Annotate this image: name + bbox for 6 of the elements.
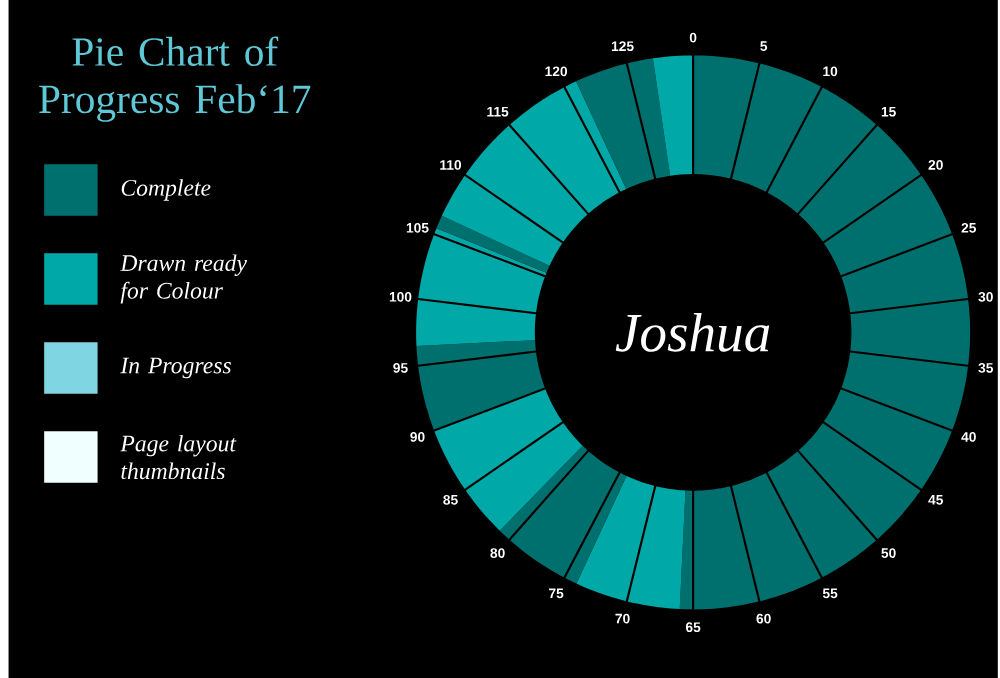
legend-label: Drawn ready for Colour bbox=[120, 254, 247, 304]
legend-label: Page layout thumbnails bbox=[120, 434, 237, 479]
chart-title: Pie Chart of Progress Feb‘17 bbox=[39, 36, 311, 122]
text: Joshua bbox=[615, 312, 770, 352]
legend-label: In Progress bbox=[120, 357, 231, 378]
legend-label: Complete bbox=[121, 178, 211, 201]
